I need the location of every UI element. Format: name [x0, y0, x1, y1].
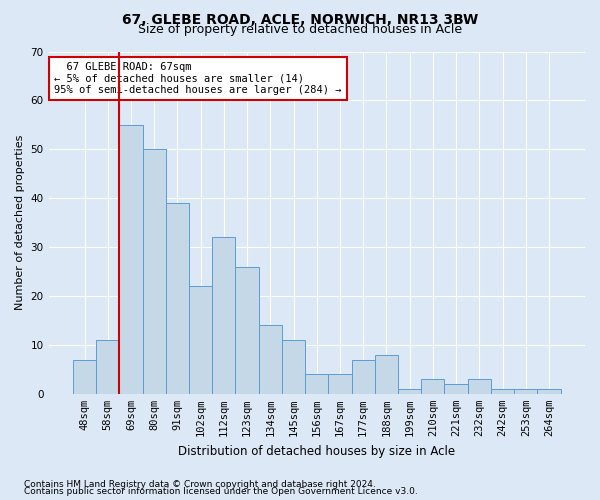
X-axis label: Distribution of detached houses by size in Acle: Distribution of detached houses by size …	[178, 444, 455, 458]
Text: Contains public sector information licensed under the Open Government Licence v3: Contains public sector information licen…	[24, 487, 418, 496]
Bar	[282, 340, 305, 394]
Bar	[235, 266, 259, 394]
Bar	[538, 389, 560, 394]
Bar	[352, 360, 375, 394]
Bar	[259, 326, 282, 394]
Bar	[96, 340, 119, 394]
Text: 67, GLEBE ROAD, ACLE, NORWICH, NR13 3BW: 67, GLEBE ROAD, ACLE, NORWICH, NR13 3BW	[122, 12, 478, 26]
Bar	[468, 379, 491, 394]
Y-axis label: Number of detached properties: Number of detached properties	[15, 135, 25, 310]
Bar	[421, 379, 445, 394]
Bar	[375, 354, 398, 394]
Text: Size of property relative to detached houses in Acle: Size of property relative to detached ho…	[138, 22, 462, 36]
Text: 67 GLEBE ROAD: 67sqm
← 5% of detached houses are smaller (14)
95% of semi-detach: 67 GLEBE ROAD: 67sqm ← 5% of detached ho…	[54, 62, 341, 95]
Bar	[328, 374, 352, 394]
Bar	[119, 125, 143, 394]
Bar	[166, 203, 189, 394]
Bar	[445, 384, 468, 394]
Bar	[212, 238, 235, 394]
Bar	[189, 286, 212, 394]
Text: Contains HM Land Registry data © Crown copyright and database right 2024.: Contains HM Land Registry data © Crown c…	[24, 480, 376, 489]
Bar	[73, 360, 96, 394]
Bar	[491, 389, 514, 394]
Bar	[514, 389, 538, 394]
Bar	[143, 150, 166, 394]
Bar	[398, 389, 421, 394]
Bar	[305, 374, 328, 394]
